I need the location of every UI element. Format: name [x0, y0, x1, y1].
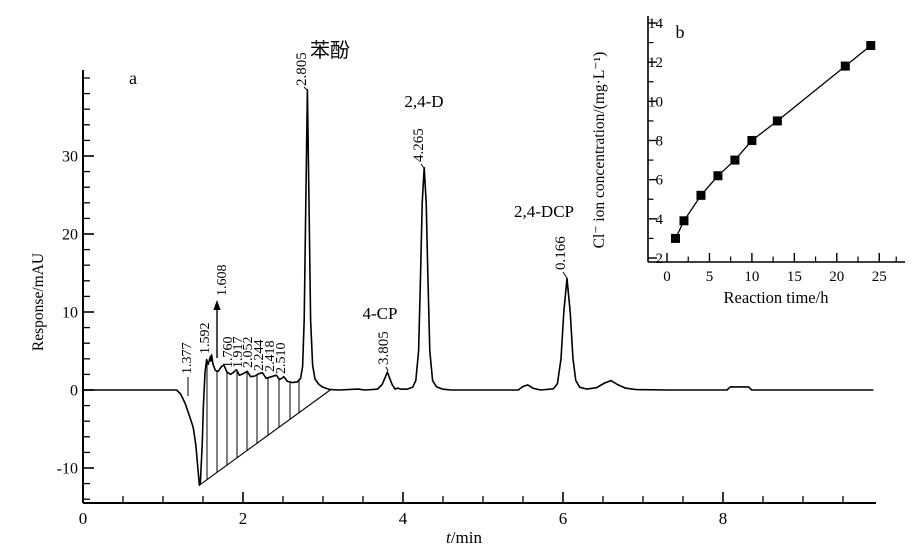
- main-y-tick-label: -10: [57, 461, 78, 478]
- inset-x-tick-label: 10: [744, 269, 759, 285]
- inset-plot: [647, 16, 905, 263]
- inset-y-tick-label: 10: [648, 94, 663, 110]
- main-x-tick-label: 8: [719, 509, 728, 528]
- chromatogram-trace: [83, 88, 874, 486]
- inset-data-point: [840, 61, 850, 71]
- major-peak-rt-label: 4.265: [411, 128, 427, 162]
- inset-data-point: [696, 190, 706, 200]
- minor-peak-rt-label: 1.917: [231, 337, 246, 369]
- major-peak-rt-label: 0.166: [553, 236, 569, 270]
- panel-b-letter: b: [676, 22, 685, 42]
- major-peak-rt-label: 3.805: [376, 331, 392, 365]
- main-x-tick-label: 0: [79, 509, 88, 528]
- inset-x-tick-label: 0: [663, 269, 671, 285]
- inset-data-point: [713, 171, 723, 181]
- inset-x-tick-label: 15: [787, 269, 802, 285]
- main-y-tick-label: 10: [62, 305, 78, 322]
- inset-y-tick-label: 12: [648, 55, 663, 71]
- minor-peak-rt-label: 1.592: [198, 323, 213, 355]
- main-y-tick-label: 20: [62, 227, 78, 244]
- inset-y-tick-label: 6: [656, 173, 664, 189]
- main-y-axis-label: Response/mAU: [30, 253, 47, 351]
- inset-data-point: [772, 116, 782, 126]
- inset-y-tick-label: 4: [656, 212, 664, 228]
- major-peak-leader: [562, 271, 568, 279]
- main-x-tick-label: 2: [239, 509, 248, 528]
- major-peak-leader: [385, 366, 389, 372]
- major-peak-leader: [303, 86, 309, 92]
- inset-data-point: [730, 155, 740, 165]
- inset-y-tick-label: 8: [656, 134, 664, 150]
- panel-a-letter: a: [129, 68, 137, 88]
- inset-data-point: [866, 41, 876, 51]
- peak-arrow-head: [213, 300, 221, 310]
- minor-peak-rt-label: 2.418: [263, 341, 278, 373]
- inset-data-point: [670, 233, 680, 243]
- main-plot: t/min: [82, 70, 876, 547]
- inset-x-tick-label: 20: [829, 269, 844, 285]
- major-peak-rt-label: 2.805: [294, 52, 310, 86]
- integration-baseline-diagonal: [199, 389, 331, 486]
- major-peak-compound-label: 2,4-DCP: [514, 202, 574, 221]
- major-peak-leader: [420, 163, 425, 169]
- major-peak-compound-label: 4-CP: [363, 304, 398, 323]
- inset-x-tick-label: 5: [706, 269, 714, 285]
- inset-y-axis-label: Cl⁻ ion concentration/(mg·L⁻¹): [591, 52, 608, 249]
- minor-peak-rt-label: 2.244: [252, 340, 267, 372]
- main-x-tick-label: 4: [399, 509, 408, 528]
- inset-y-tick-label: 14: [648, 16, 664, 32]
- inset-y-tick-label: 2: [656, 251, 664, 267]
- main-x-axis-label: t/min: [446, 528, 482, 547]
- minor-peak-rt-label: 2.510: [274, 343, 289, 375]
- main-y-tick-label: 30: [62, 149, 78, 166]
- inset-x-tick-label: 25: [872, 269, 887, 285]
- main-y-tick-label: 0: [70, 383, 78, 400]
- inset-x-axis-label: Reaction time/h: [724, 288, 830, 307]
- inset-data-point: [747, 136, 757, 146]
- main-x-tick-label: 6: [559, 509, 568, 528]
- major-peak-compound-label: 2,4-D: [404, 92, 443, 111]
- minor-peak-rt-label: 1.377: [180, 343, 195, 375]
- minor-peak-rt-label: 2.052: [241, 337, 256, 369]
- minor-peak-rt-label: 1.760: [221, 337, 236, 369]
- inset-data-point: [679, 216, 689, 226]
- inset-data-line: [674, 44, 872, 239]
- major-peak-compound-label: 苯酚: [310, 39, 350, 62]
- minor-peak-rt-label: 1.608: [215, 265, 230, 297]
